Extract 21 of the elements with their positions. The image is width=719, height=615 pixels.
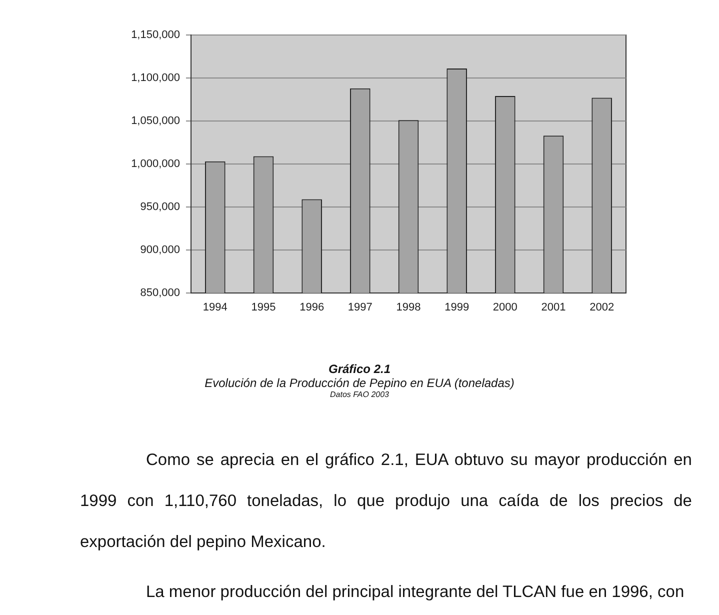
y-tick-label: 1,050,000 (131, 115, 180, 128)
x-tick-label: 1997 (348, 302, 372, 314)
y-tick-label: 900,000 (140, 244, 180, 256)
y-tick-label: 1,000,000 (131, 158, 180, 170)
x-tick-label: 1995 (251, 302, 276, 314)
text: La menor producción del principal integrante del TLCAN fue en 1996, con (145, 582, 686, 603)
x-tick-label: 1994 (202, 302, 228, 314)
x-tick-label: 1999 (444, 302, 470, 314)
text: Gráfico 2.1 (327, 362, 392, 376)
y-tick-label: 1,100,000 (131, 72, 180, 84)
text: Evolución de la Producción de Pepino en EUA (toneladas) (204, 376, 516, 390)
x-tick-label: 2002 (590, 302, 614, 314)
y-tick-label: 950,000 (140, 201, 180, 214)
x-tick-label: 2000 (492, 302, 518, 314)
x-tick-label: 1996 (300, 302, 324, 314)
text: Datos FAO 2003 (329, 390, 390, 400)
y-tick-label: 850,000 (140, 287, 180, 300)
y-tick-label: 1,150,000 (131, 29, 180, 42)
text: Como se aprecia en el gráfico 2.1, EUA obtuvo su mayor producción en 1999 con 1,110,760 toneladas, lo que produjo una caída de los precios de exportación del pepino Mexicano. (80, 451, 692, 551)
x-tick-label: 2001 (541, 302, 566, 314)
x-tick-label: 1998 (396, 302, 421, 314)
